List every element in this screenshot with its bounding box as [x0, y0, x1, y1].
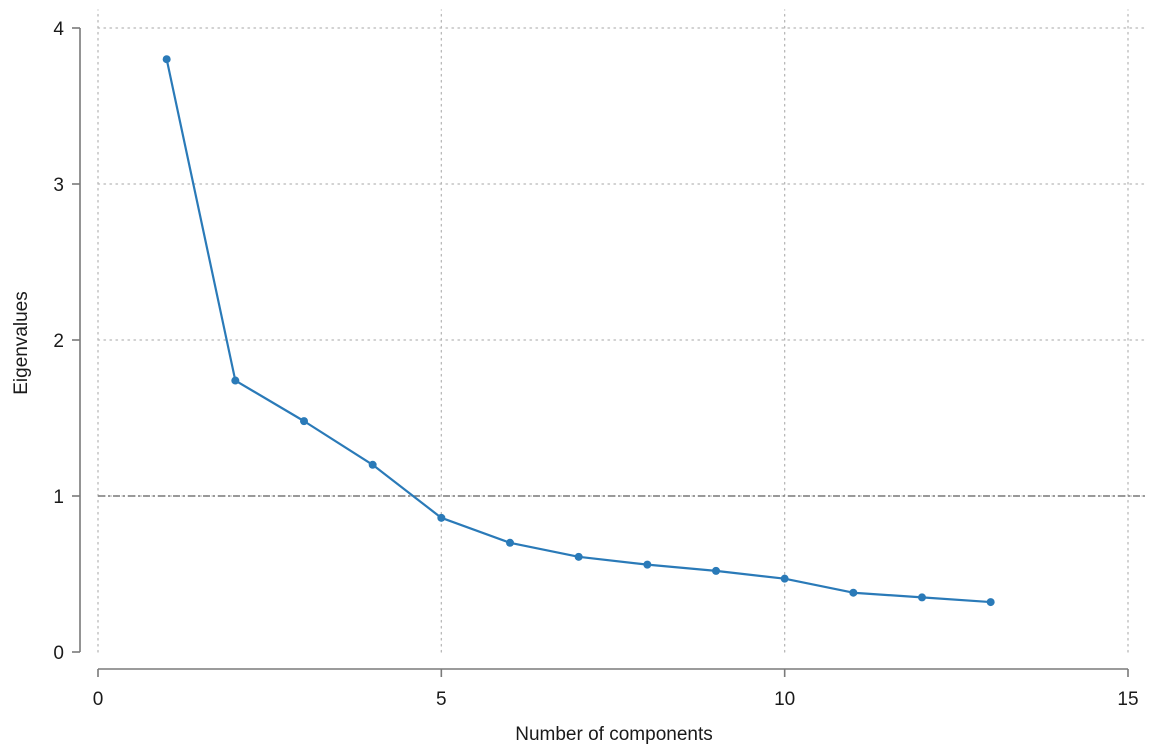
axis-layer — [72, 27, 1129, 677]
data-point — [162, 55, 171, 64]
x-tick-label: 5 — [436, 689, 447, 710]
x-tick-label: 15 — [1117, 689, 1138, 710]
x-axis-title: Number of components — [515, 724, 713, 745]
grid-layer — [97, 9, 1149, 653]
y-tick-label: 1 — [53, 487, 64, 508]
data-point — [231, 376, 240, 385]
y-tick-label: 2 — [53, 331, 64, 352]
x-tick-label: 0 — [93, 689, 104, 710]
data-point — [849, 588, 858, 597]
data-point — [300, 417, 308, 426]
data-point — [574, 552, 583, 561]
y-tick-label: 4 — [53, 19, 64, 40]
data-point — [506, 538, 514, 547]
data-point — [437, 513, 446, 522]
y-tick-label: 0 — [53, 643, 64, 664]
data-point — [780, 574, 789, 583]
x-tick-label: 10 — [774, 689, 795, 710]
data-point — [986, 598, 995, 607]
y-tick-label: 3 — [53, 175, 64, 196]
y-axis-title: Eigenvalues — [11, 291, 32, 395]
label-layer: 0 5 10 15 0 1 2 3 4 Number of components Eigenvalu… — [11, 19, 1139, 745]
data-point — [643, 560, 652, 569]
data-point — [712, 566, 720, 575]
series-layer — [162, 55, 995, 607]
data-point — [918, 593, 926, 602]
series-line — [165, 58, 991, 604]
data-point — [368, 460, 377, 469]
